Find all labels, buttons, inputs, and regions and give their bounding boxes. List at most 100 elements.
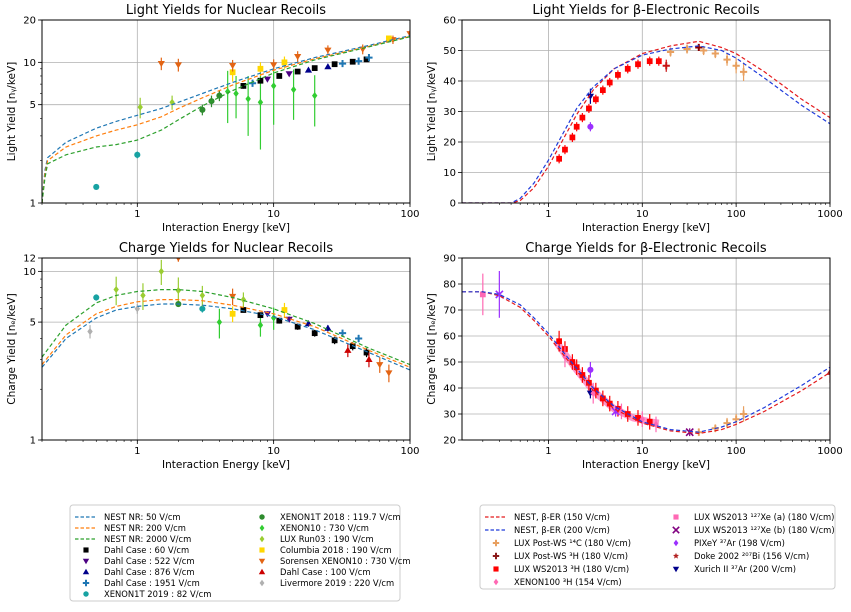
point-marker — [311, 92, 318, 100]
data-point — [331, 61, 338, 68]
point-marker — [569, 134, 576, 141]
series-line — [42, 35, 410, 203]
y-tick-label: 40 — [443, 384, 456, 395]
point-marker — [229, 62, 237, 70]
data-point — [355, 57, 363, 65]
y-tick-label: 20 — [443, 138, 456, 149]
data-point — [285, 71, 293, 78]
point-marker — [355, 334, 363, 343]
point-marker — [240, 307, 247, 313]
legend-electronic: NEST, β-ER (150 V/cm) NEST, β-ER (200 V/c… — [479, 504, 836, 590]
legend-marker — [672, 566, 680, 573]
data-point — [199, 104, 206, 116]
point-marker — [245, 95, 251, 103]
legend-label: LUX Post-WS ³H (180 V/cm) — [514, 551, 628, 561]
plot-frame — [461, 257, 831, 441]
y-tick-label: 40 — [443, 77, 456, 88]
x-tick-label: 100 — [400, 446, 419, 457]
point-marker — [199, 291, 206, 300]
data-point — [248, 79, 257, 87]
data-point — [304, 66, 313, 73]
point-marker — [263, 76, 272, 83]
point-marker — [199, 305, 206, 312]
point-marker — [655, 58, 662, 65]
data-point — [365, 352, 373, 368]
point-marker — [723, 419, 731, 427]
series-line — [42, 36, 410, 203]
x-tick-label: 1 — [545, 209, 551, 220]
data-point — [587, 122, 594, 132]
point-marker — [233, 89, 239, 98]
legend-marker — [492, 552, 500, 560]
point-marker — [257, 321, 264, 329]
data-point — [324, 63, 332, 70]
y-axis-label: Light Yield [nᵧ/keV] — [6, 62, 18, 162]
chart-title: Light Yields for β-Electronic Recoils — [532, 3, 759, 18]
legend-label: XENON10 : 730 V/cm — [280, 523, 369, 533]
point-marker — [157, 61, 165, 68]
point-marker — [285, 71, 293, 78]
legend-marker — [673, 539, 679, 547]
series-line — [42, 303, 410, 371]
data-point — [579, 113, 586, 123]
data-point — [199, 285, 206, 307]
point-marker — [294, 68, 301, 75]
point-marker — [290, 86, 297, 94]
point-marker — [385, 35, 392, 42]
point-marker — [618, 407, 625, 415]
point-marker — [93, 183, 100, 191]
point-marker — [311, 65, 318, 71]
data-point — [157, 57, 165, 71]
point-marker — [606, 79, 613, 86]
series-line — [462, 291, 830, 435]
data-point — [599, 85, 606, 95]
point-marker — [662, 62, 670, 70]
point-marker — [270, 82, 277, 90]
point-marker — [140, 291, 146, 300]
data-band — [553, 339, 660, 427]
data-point — [573, 122, 580, 132]
legend-label: NEST, β-ER (150 V/cm) — [514, 512, 610, 522]
point-marker — [270, 62, 278, 69]
y-tick-label: 20 — [443, 436, 456, 447]
point-marker — [338, 59, 347, 68]
data-point — [732, 58, 740, 74]
legend-marker — [673, 514, 679, 520]
data-point — [592, 94, 599, 104]
x-tick-label: 10 — [267, 209, 280, 220]
data-point — [344, 344, 352, 358]
data-point — [270, 62, 277, 125]
data-point — [270, 59, 278, 71]
point-marker — [365, 355, 373, 363]
legend-label: Doke 2002 ²⁰⁷Bi (156 V/cm) — [694, 551, 809, 561]
point-marker — [324, 324, 332, 331]
data-point — [134, 151, 141, 159]
data-point — [240, 292, 247, 308]
y-tick-label: 50 — [443, 46, 456, 57]
data-point — [586, 88, 594, 104]
data-point — [169, 95, 175, 110]
point-marker — [113, 285, 119, 294]
panel-er-light: 1 10 100 1000 0 10 20 30 40 50 60 Light Yields for … — [426, 3, 843, 234]
point-marker — [331, 337, 338, 344]
point-marker — [739, 410, 748, 418]
data-point — [240, 307, 247, 313]
x-tick-label: 100 — [727, 209, 746, 220]
plot-frame — [41, 257, 411, 441]
data-point — [134, 304, 141, 314]
legend-label: Xurich II ³⁷Ar (200 V/cm) — [694, 564, 796, 574]
data-point — [216, 90, 223, 102]
plot-frame — [41, 19, 411, 204]
point-marker — [93, 294, 100, 301]
data-point — [562, 145, 568, 155]
y-tick-label: 80 — [443, 280, 456, 291]
legend-label: Dahl Case : 522 V/cm — [104, 556, 194, 566]
legend-marker — [82, 558, 90, 565]
y-axis-label: Light Yield [nᵧ/keV] — [426, 62, 438, 162]
data-point — [311, 75, 318, 127]
point-marker — [711, 49, 719, 58]
legend-label: Dahl Case : 60 V/cm — [104, 545, 189, 555]
point-marker — [224, 87, 231, 96]
data-point — [137, 97, 143, 119]
point-marker — [646, 418, 653, 425]
